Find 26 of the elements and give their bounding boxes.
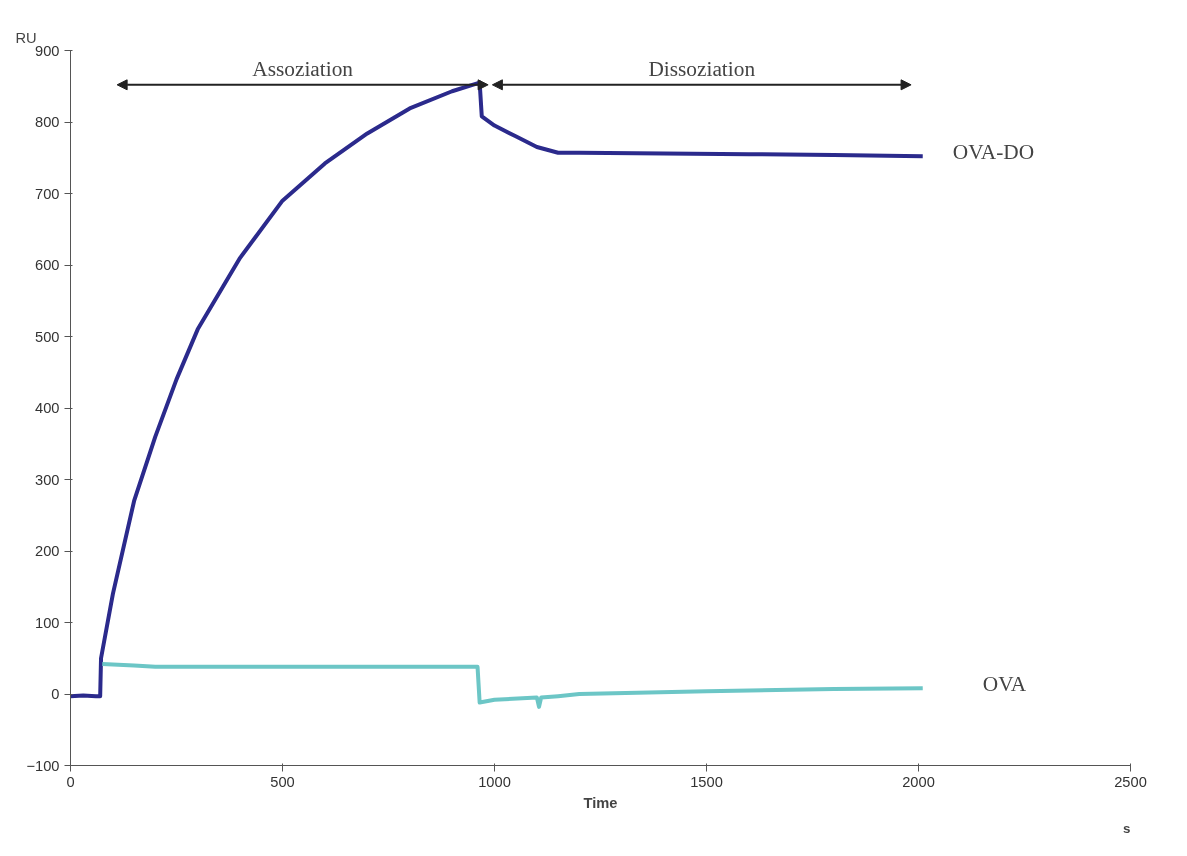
- text: OVA: [982, 672, 1027, 697]
- y-tick-label: 700: [35, 185, 60, 202]
- x-tick-label: 0: [66, 773, 75, 790]
- line-series: [100, 661, 925, 709]
- y-tick-label: 600: [35, 257, 60, 273]
- x-tick-label: 1500: [690, 773, 723, 790]
- text: s: [1123, 820, 1131, 836]
- y-tick-label: 100: [35, 614, 60, 631]
- x-tick-label: 500: [270, 773, 295, 790]
- y-tick-label: −100: [26, 757, 60, 774]
- x-tick-label: 2000: [902, 773, 935, 790]
- x-tick-label: 2500: [1114, 773, 1147, 790]
- y-tick-label: 200: [35, 543, 60, 559]
- y-tick-label: 800: [35, 114, 60, 130]
- y-tick-label: 500: [35, 328, 60, 345]
- annotation: Assoziation: [252, 56, 354, 81]
- y-tick-label: 900: [35, 42, 60, 59]
- x-axis-title: Time: [583, 794, 618, 811]
- annotation: Dissoziation: [648, 56, 756, 81]
- y-axis-title: RU: [15, 29, 37, 46]
- y-tick-label: 0: [51, 686, 60, 702]
- y-tick-label: 300: [35, 471, 60, 488]
- series-label: OVA-DO: [952, 140, 1035, 165]
- line-series: [70, 79, 925, 699]
- y-tick-label: 400: [35, 400, 60, 416]
- x-tick-label: 1000: [478, 773, 511, 790]
